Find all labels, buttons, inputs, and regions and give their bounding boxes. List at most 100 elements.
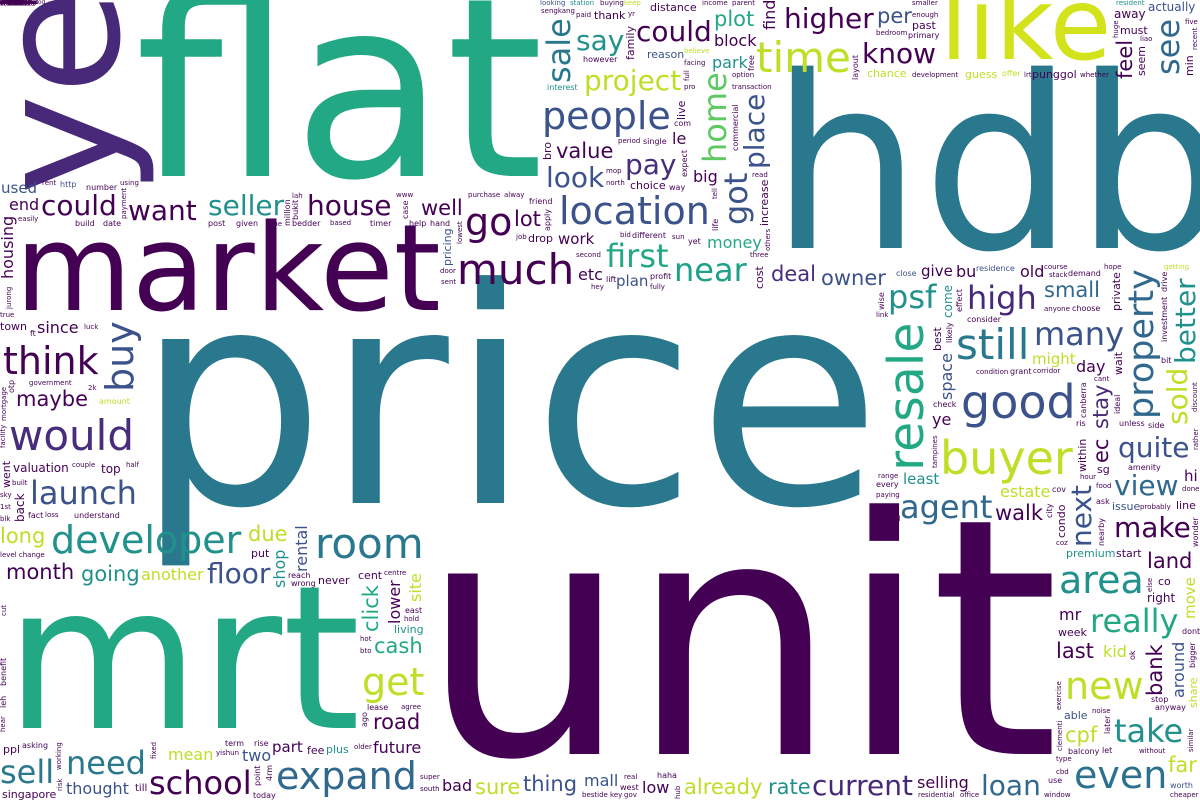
word-keep: keep: [624, 0, 641, 7]
word-walk: walk: [995, 501, 1044, 525]
word-post: post: [208, 219, 226, 228]
word-tengah: tengah: [0, 0, 22, 6]
word-common: common: [0, 0, 27, 6]
word-poor: poor: [0, 0, 14, 6]
word-currently: currently: [0, 0, 27, 6]
word-hardly: hardly: [0, 0, 19, 6]
word-min: min: [1183, 55, 1196, 76]
word-punggol: punggol: [1032, 68, 1077, 81]
word-buddy: buddy: [0, 0, 19, 6]
word-bedok: bedok: [0, 0, 19, 6]
word-find: find: [760, 0, 779, 30]
word-bukit: bukit: [291, 199, 300, 220]
word-prime: prime: [0, 0, 18, 6]
word-cpf: cpf: [1065, 723, 1098, 747]
word-using: using: [120, 179, 139, 187]
word-bedder: bedder: [292, 219, 321, 228]
word-capital: capital: [0, 0, 21, 6]
word-started: started: [0, 0, 22, 6]
word-average: average: [0, 0, 25, 6]
word-transaction: transaction: [732, 83, 772, 91]
word-extra: extra: [0, 0, 16, 6]
word-current: current: [812, 769, 914, 800]
word-start: start: [1116, 547, 1142, 560]
word-budget: budget: [0, 0, 22, 6]
word-neighbour: neighbour: [0, 0, 31, 6]
word-wife: wife: [0, 0, 13, 6]
word-give: give: [921, 262, 953, 280]
word-better: better: [1169, 278, 1200, 364]
word-lrt: lrt: [1024, 71, 1032, 79]
word-price: price: [135, 225, 882, 574]
word-wise: wise: [877, 292, 886, 310]
word-saying: saying: [0, 0, 20, 6]
word-end: end: [9, 195, 40, 214]
word-saving: saving: [0, 0, 20, 6]
word-ec: ec: [1089, 438, 1113, 463]
word-income: income: [702, 0, 728, 7]
word-proximity: proximity: [0, 0, 29, 6]
word-couple: couple: [72, 461, 96, 469]
word-become: become: [0, 0, 25, 6]
word-without: without: [1139, 747, 1166, 755]
word-point: point: [253, 765, 262, 786]
word-suggest: suggest: [0, 0, 24, 6]
word-read: read: [752, 171, 768, 179]
word-4rm: 4rm: [265, 764, 274, 781]
word-anyone: anyone: [1044, 305, 1070, 313]
word-according: according: [0, 0, 30, 6]
word-financial: financial: [0, 0, 26, 6]
word-different: different: [632, 231, 666, 240]
word-click: click: [359, 585, 383, 632]
word-yr: yr: [628, 10, 636, 18]
word-nishizhu: nishizhu: [0, 0, 25, 6]
word-otp: otp: [7, 379, 16, 393]
word-longer: longer: [0, 0, 20, 6]
word-compared: compared: [0, 0, 31, 6]
word-existing: existing: [0, 0, 24, 6]
word-bu: bu: [956, 262, 977, 281]
word-window: window: [1044, 791, 1071, 799]
word-hot: hot: [360, 635, 372, 643]
word-cross: cross: [0, 0, 16, 6]
word-layout: layout: [851, 55, 860, 80]
word-married: married: [0, 0, 24, 6]
word-shop: shop: [270, 549, 289, 588]
word-pro: pro: [684, 83, 696, 91]
word-crash: crash: [0, 0, 17, 6]
word-yet: yet: [688, 237, 701, 246]
word-toilet: toilet: [0, 0, 16, 6]
word-staying: staying: [0, 0, 22, 6]
word-need: need: [66, 744, 146, 782]
word-offer: offer: [1002, 69, 1021, 78]
word-lift: lift: [606, 275, 617, 284]
word-could: could: [41, 189, 117, 222]
word-agent: agent: [900, 488, 993, 526]
word-sg: sg: [1097, 463, 1110, 476]
word-2nd: 2nd: [0, 0, 12, 6]
word-whole: whole: [0, 0, 18, 6]
word-per: per: [877, 4, 912, 28]
word-today: today: [253, 791, 276, 800]
word-let: let: [1102, 746, 1113, 755]
word-previous: previous: [0, 0, 26, 6]
word-amount: amount: [99, 397, 130, 406]
word-name: name: [0, 0, 18, 6]
word-see: see: [1149, 18, 1187, 75]
word-unit: unit: [420, 448, 1060, 800]
word-come: come: [941, 284, 955, 318]
word-last: last: [1056, 639, 1094, 663]
word-quiet: quiet: [0, 0, 16, 6]
word-kitchen: kitchen: [0, 0, 23, 6]
word-project: project: [584, 64, 682, 97]
word-investor: investor: [0, 0, 25, 6]
word-ranking: ranking: [0, 0, 23, 6]
word-five: five: [1185, 18, 1198, 26]
word-increase: increase: [758, 179, 771, 226]
word-mr: mr: [1059, 605, 1082, 624]
word-chinese: chinese: [0, 0, 24, 6]
word-located: located: [0, 0, 23, 6]
word-sale: sale: [540, 18, 578, 83]
word-housing: housing: [0, 215, 17, 279]
word-situation: situation: [0, 0, 27, 6]
